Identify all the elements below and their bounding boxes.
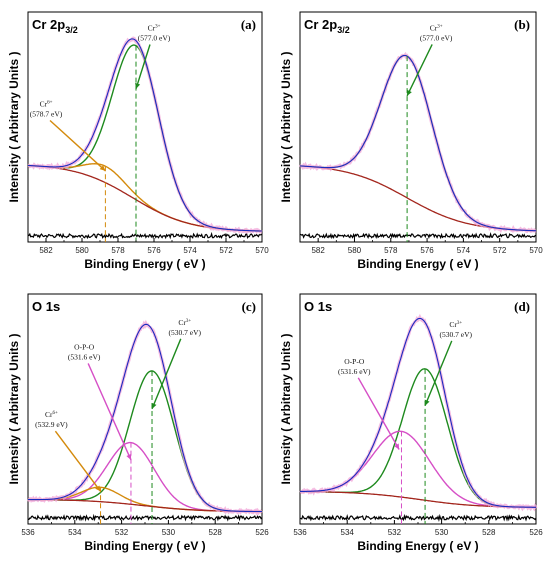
annotation-arrow (357, 377, 400, 450)
x-tick-label: 572 (493, 246, 507, 255)
annotation-arrowhead (394, 443, 400, 450)
y-axis-label: Intensity ( Arbitrary Units ) (7, 334, 21, 485)
annotation-label: Cr3+ (449, 320, 462, 329)
annotation-superscript: 3+ (186, 319, 192, 324)
annotation-label: Cr6+ (40, 99, 53, 108)
chart-panel-b: 582 580 578 576 574 572 570 Binding Energy ( eV… (279, 11, 543, 271)
x-tick-label: 536 (21, 528, 35, 537)
annotation-value: (577.0 eV) (420, 33, 453, 42)
residual-curve (299, 231, 537, 240)
annotation-arrow (49, 119, 106, 172)
x-tick-label: 578 (111, 246, 125, 255)
annotation-label: Cr6+ (45, 410, 58, 419)
panel-title: O 1s (32, 299, 60, 314)
annotation-label: Cr3+ (178, 318, 191, 327)
annotation-arrowhead (424, 399, 430, 406)
annotation-superscript: 6+ (52, 411, 58, 416)
x-tick-label: 526 (255, 528, 269, 537)
annotation-arrowhead (126, 453, 132, 460)
x-tick-label: 528 (209, 528, 223, 537)
annotation-arrow (135, 44, 151, 90)
y-axis-label: Intensity ( Arbitrary Units ) (7, 52, 21, 203)
annotation-value: (578.7 eV) (30, 109, 63, 118)
annotation-arrowhead (407, 89, 412, 96)
x-tick-label: 582 (39, 246, 53, 255)
y-axis-label: Intensity ( Arbitrary Units ) (279, 334, 293, 485)
annotation-arrow (87, 363, 132, 461)
annotation-arrowhead (95, 485, 101, 492)
x-tick-label: 574 (183, 246, 197, 255)
x-tick-label: 576 (420, 246, 434, 255)
x-tick-label: 580 (75, 246, 89, 255)
panel-letter: (a) (241, 17, 256, 32)
chart-panel-c: 536 534 532 530 528 526 Binding Energy ( eV ) I… (7, 293, 269, 553)
annotation-superscript: 3+ (437, 24, 443, 29)
plot-frame (27, 293, 263, 525)
x-tick-label: 528 (482, 528, 496, 537)
chart-panel-a: 582 580 578 576 574 572 570 Binding Energy ( eV… (7, 11, 269, 271)
annotation-superscript: 3+ (155, 24, 161, 29)
annotation-value: (531.6 eV) (68, 352, 101, 361)
plot-frame (299, 293, 537, 525)
annotation-arrow (151, 338, 182, 410)
plot-frame (27, 11, 263, 243)
panel-letter: (d) (514, 299, 530, 314)
annotation-superscript: 6+ (47, 100, 53, 105)
chart-panel-d: 536 534 532 530 528 526 Binding Energy ( eV ) I… (279, 293, 543, 553)
x-tick-label: 576 (147, 246, 161, 255)
annotation-arrow (406, 44, 433, 97)
residual-curve (300, 513, 537, 522)
annotation-arrow (54, 430, 102, 492)
x-tick-label: 578 (384, 246, 398, 255)
annotation-value: (530.7 eV) (440, 330, 473, 339)
annotation-arrowhead (151, 402, 157, 409)
annotation-label: Cr3+ (148, 23, 161, 32)
x-tick-label: 570 (255, 246, 269, 255)
annotation-label: Cr3+ (430, 23, 443, 32)
x-axis-label: Binding Energy ( eV ) (357, 539, 478, 553)
x-tick-label: 570 (529, 246, 543, 255)
x-axis-label: Binding Energy ( eV ) (84, 257, 205, 271)
panel-letter: (b) (514, 17, 530, 32)
x-tick-label: 582 (311, 246, 325, 255)
residual-curve (27, 513, 263, 522)
x-tick-label: 530 (435, 528, 449, 537)
x-tick-label: 526 (529, 528, 543, 537)
x-tick-label: 574 (457, 246, 471, 255)
x-tick-label: 536 (293, 528, 307, 537)
x-tick-label: 532 (115, 528, 129, 537)
x-tick-label: 572 (219, 246, 233, 255)
annotation-arrow (424, 340, 453, 406)
annotation-value: (577.0 eV) (138, 33, 171, 42)
panel-title-subscript: 3/2 (65, 25, 78, 35)
annotation-value: (531.6 eV) (338, 367, 371, 376)
annotation-label: O-P-O (74, 342, 95, 351)
x-tick-label: 534 (341, 528, 355, 537)
x-tick-label: 530 (162, 528, 176, 537)
x-axis-label: Binding Energy ( eV ) (357, 257, 478, 271)
annotation-arrowhead (135, 82, 141, 89)
annotation-arrowhead (99, 165, 106, 171)
annotation-superscript: 3+ (457, 321, 463, 326)
plot-frame (299, 11, 537, 243)
residual-curve (27, 231, 263, 240)
panel-title-subscript: 3/2 (337, 25, 350, 35)
annotation-label: O-P-O (344, 357, 365, 366)
envelope-fit-curve (300, 317, 536, 508)
x-tick-label: 534 (68, 528, 82, 537)
annotation-value: (530.7 eV) (169, 328, 202, 337)
x-axis-label: Binding Energy ( eV ) (84, 539, 205, 553)
x-tick-label: 580 (348, 246, 362, 255)
panel-letter: (c) (242, 299, 256, 314)
y-axis-label: Intensity ( Arbitrary Units ) (279, 52, 293, 203)
x-tick-label: 532 (388, 528, 402, 537)
annotation-value: (532.9 eV) (35, 420, 68, 429)
envelope-fit-curve (28, 323, 262, 513)
panel-title: O 1s (304, 299, 332, 314)
